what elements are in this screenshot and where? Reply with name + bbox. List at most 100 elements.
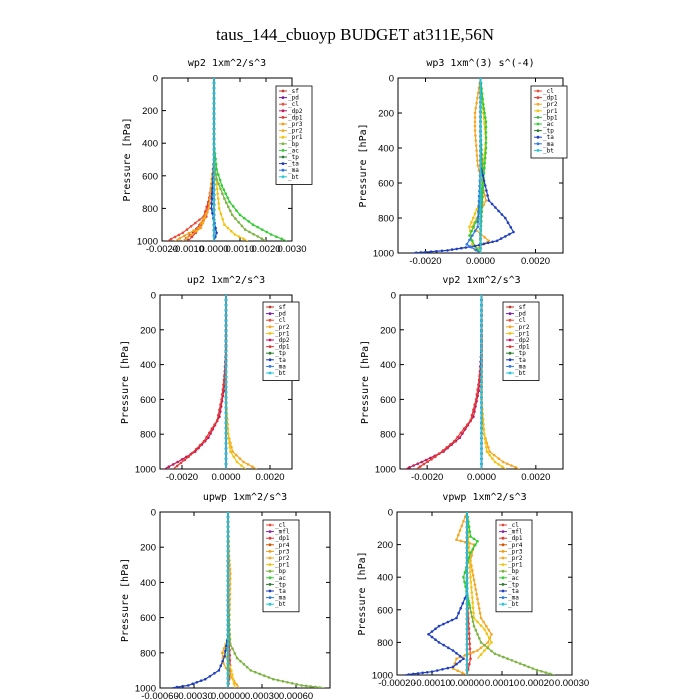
legend-marker bbox=[501, 596, 505, 599]
series-marker bbox=[465, 526, 469, 529]
series-marker bbox=[465, 541, 469, 544]
series-marker bbox=[228, 582, 232, 586]
series-marker bbox=[223, 197, 226, 200]
panel-2: wp3 1xm^(3) s^(-4) Pressure [hPa] 0 200 400 6… bbox=[358, 58, 568, 267]
series-marker bbox=[535, 668, 539, 672]
series-marker bbox=[210, 427, 214, 430]
y-tick-label: 200 bbox=[140, 325, 156, 336]
legend-label: _pr2 bbox=[543, 101, 558, 108]
series-marker bbox=[217, 413, 220, 417]
series-marker bbox=[219, 664, 223, 667]
panel-title: vpwp 1xm^2/s^3 bbox=[442, 492, 526, 503]
series-marker bbox=[226, 603, 230, 607]
series-marker bbox=[494, 206, 497, 209]
x-tick-label: -0.00030 bbox=[175, 691, 213, 700]
y-tick-label: 0 bbox=[391, 291, 396, 302]
series-marker bbox=[480, 375, 483, 379]
series-marker bbox=[465, 627, 469, 631]
y-tick-label: 800 bbox=[377, 638, 393, 649]
series-marker bbox=[217, 182, 220, 186]
panel-5: upwp 1xm^2/s^3 Pressure [hPa] 0 200 400 600 80… bbox=[120, 492, 331, 700]
series-marker bbox=[424, 458, 428, 462]
series-marker bbox=[455, 247, 459, 251]
legend-label: _dp1 bbox=[288, 114, 303, 121]
series-marker bbox=[175, 685, 179, 688]
series-marker bbox=[212, 132, 216, 136]
series-marker bbox=[212, 214, 216, 217]
y-tick-label: 1000 bbox=[135, 684, 156, 695]
series-marker bbox=[227, 205, 230, 209]
series-marker bbox=[466, 423, 469, 426]
panel-1: wp2 1xm^2/s^3 Pressure [hPa] 0 200 400 600 800… bbox=[122, 58, 313, 255]
series-marker bbox=[434, 638, 437, 641]
legend-marker bbox=[281, 175, 285, 179]
y-tick-label: 400 bbox=[142, 139, 158, 150]
legend-box bbox=[262, 519, 300, 613]
series-line-dp1 bbox=[415, 295, 483, 469]
x-tick-label: 0.0000 bbox=[211, 472, 240, 483]
series-marker bbox=[224, 380, 228, 384]
series-marker bbox=[226, 540, 230, 543]
series-marker bbox=[456, 669, 460, 672]
legend: _sf_pd_cl_pr2_pr1_dp2_dp1_tp_ta_ma_bt bbox=[502, 301, 540, 381]
legend-marker bbox=[268, 365, 272, 368]
series-marker bbox=[228, 659, 232, 662]
series-marker bbox=[418, 465, 422, 468]
legend-label: _pr1 bbox=[275, 330, 290, 337]
series-marker bbox=[480, 314, 483, 317]
series-marker bbox=[210, 197, 214, 200]
series-group bbox=[164, 295, 258, 469]
series-marker bbox=[488, 453, 492, 457]
series-marker bbox=[548, 672, 552, 675]
x-tick-label: 0.0020 bbox=[251, 244, 280, 255]
series-marker bbox=[215, 187, 219, 191]
series-marker bbox=[212, 122, 216, 126]
series-marker bbox=[224, 295, 228, 297]
series-marker bbox=[479, 198, 482, 201]
series-marker bbox=[482, 620, 485, 624]
series-marker bbox=[480, 380, 483, 384]
series-marker bbox=[462, 427, 466, 430]
series-marker bbox=[224, 411, 228, 415]
series-marker bbox=[226, 515, 230, 519]
series-marker bbox=[224, 303, 228, 307]
x-tick-label: -0.00060 bbox=[141, 691, 179, 700]
series-marker bbox=[497, 457, 501, 460]
legend-marker bbox=[268, 338, 272, 342]
series-marker bbox=[430, 670, 434, 673]
series-marker bbox=[477, 199, 481, 203]
series-marker bbox=[477, 378, 481, 381]
series-marker bbox=[199, 679, 203, 682]
series-marker bbox=[472, 624, 476, 628]
series-marker bbox=[275, 235, 278, 238]
legend-marker bbox=[281, 89, 285, 93]
x-tick-label: 0.00000 bbox=[450, 678, 484, 689]
series-marker bbox=[224, 390, 228, 394]
series-marker bbox=[471, 573, 475, 577]
y-tick-label: 200 bbox=[377, 540, 393, 551]
series-marker bbox=[480, 334, 483, 338]
series-marker bbox=[497, 654, 501, 657]
series-marker bbox=[467, 599, 470, 602]
legend-marker bbox=[268, 536, 272, 540]
series-marker bbox=[280, 237, 283, 241]
series-marker bbox=[226, 608, 230, 612]
series-marker bbox=[304, 684, 308, 688]
series-marker bbox=[501, 460, 505, 464]
series-marker bbox=[231, 673, 234, 677]
series-marker bbox=[224, 649, 227, 653]
series-marker bbox=[476, 96, 479, 100]
series-marker bbox=[483, 122, 486, 125]
series-marker bbox=[226, 549, 230, 553]
series-marker bbox=[185, 228, 189, 231]
legend-label: _sf bbox=[515, 304, 526, 311]
x-tick-label: -0.00010 bbox=[413, 678, 451, 689]
plot-frame bbox=[161, 77, 293, 242]
y-axis-label: Pressure [hPa] bbox=[120, 340, 131, 424]
plot-frame bbox=[159, 511, 331, 689]
series-marker bbox=[426, 671, 429, 674]
series-marker bbox=[483, 184, 487, 187]
series-marker bbox=[246, 666, 249, 669]
series-marker bbox=[256, 235, 260, 238]
series-marker bbox=[482, 171, 486, 175]
